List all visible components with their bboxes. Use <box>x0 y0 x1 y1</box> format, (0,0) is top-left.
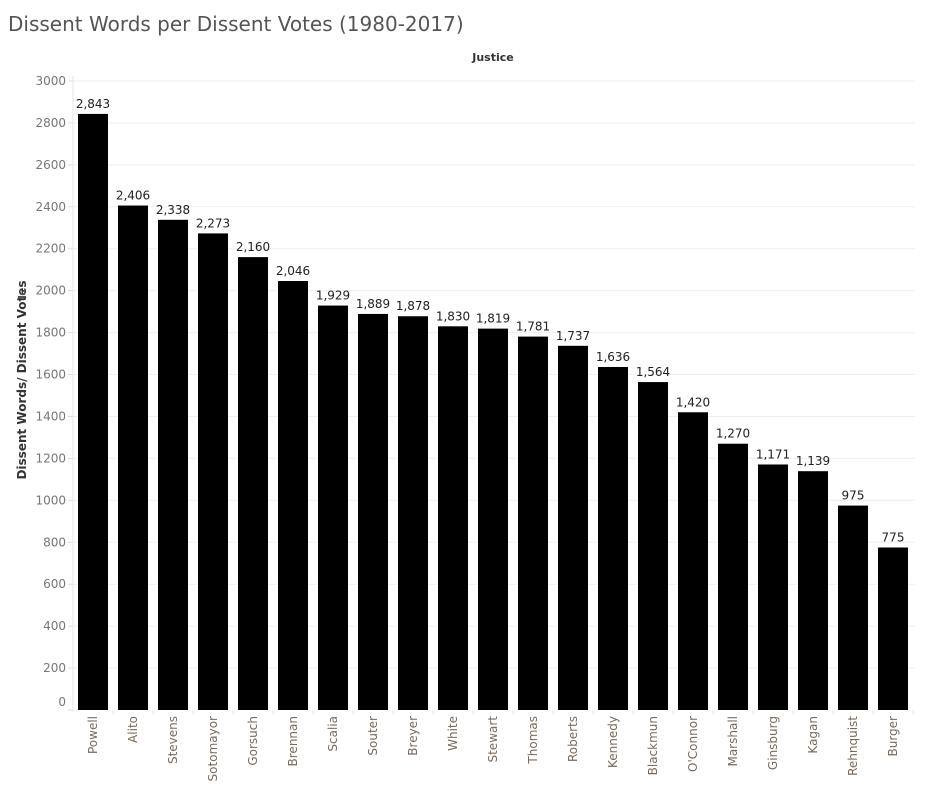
x-tick-label: Burger <box>886 716 900 757</box>
data-label: 1,819 <box>476 312 510 326</box>
y-tick-label: 0 <box>58 695 66 709</box>
data-label: 1,889 <box>356 297 390 311</box>
x-tick-label: Kagan <box>806 716 820 754</box>
x-tick-label: Ginsburg <box>766 716 780 770</box>
x-tick-label: Kennedy <box>606 716 620 768</box>
x-tick-label: Powell <box>86 716 100 754</box>
x-tick-label: O'Connor <box>686 716 700 772</box>
y-axis-title: Dissent Words/ Dissent Votes <box>15 280 29 479</box>
data-label: 1,420 <box>676 395 710 409</box>
data-label: 775 <box>882 531 905 545</box>
x-tick-label: White <box>446 716 460 751</box>
x-tick-label: Marshall <box>726 716 740 767</box>
bar-brennan[interactable] <box>278 281 308 710</box>
bar-blackmun[interactable] <box>638 382 668 710</box>
bar-ginsburg[interactable] <box>758 464 788 710</box>
y-tick-label: 1400 <box>35 409 66 423</box>
y-tick-label: 1000 <box>35 493 66 507</box>
data-label: 1,270 <box>716 427 750 441</box>
x-tick-label: Stewart <box>486 716 500 763</box>
y-tick-label: 1800 <box>35 326 66 340</box>
bar-roberts[interactable] <box>558 345 588 710</box>
y-tick-label: 2400 <box>35 200 66 214</box>
data-label: 1,564 <box>636 365 670 379</box>
bar-rehnquist[interactable] <box>838 505 868 710</box>
bar-oconnor[interactable] <box>678 412 708 710</box>
bar-thomas[interactable] <box>518 336 548 710</box>
data-label: 1,737 <box>556 329 590 343</box>
x-tick-label: Gorsuch <box>246 716 260 766</box>
y-tick-label: 2800 <box>35 116 66 130</box>
x-tick-label: Rehnquist <box>846 716 860 776</box>
data-label: 2,046 <box>276 264 310 278</box>
data-label: 2,338 <box>156 203 190 217</box>
column-header: Justice <box>471 51 513 64</box>
bar-marshall[interactable] <box>718 443 748 710</box>
bar-sotomayor[interactable] <box>198 233 228 710</box>
x-tick-label: Brennan <box>286 716 300 766</box>
x-tick-label: Thomas <box>526 716 540 765</box>
data-label: 2,273 <box>196 216 230 230</box>
data-label: 1,929 <box>316 289 350 303</box>
data-label: 1,878 <box>396 299 430 313</box>
bar-stewart[interactable] <box>478 328 508 710</box>
x-tick-label: Scalia <box>326 716 340 752</box>
y-tick-label: 1200 <box>35 451 66 465</box>
x-tick-label: Stevens <box>166 716 180 764</box>
data-label: 1,636 <box>596 350 630 364</box>
sort-icon[interactable] <box>18 290 25 298</box>
chart-title: Dissent Words per Dissent Votes (1980-20… <box>8 12 464 36</box>
y-tick-label: 800 <box>43 535 66 549</box>
data-label: 1,781 <box>516 320 550 334</box>
x-tick-label: Blackmun <box>646 716 660 775</box>
x-tick-label: Alito <box>126 716 140 743</box>
data-label: 1,139 <box>796 454 830 468</box>
y-tick-label: 1600 <box>35 368 66 382</box>
y-tick-label: 2600 <box>35 158 66 172</box>
bar-powell[interactable] <box>78 113 108 710</box>
x-tick-label: Sotomayor <box>206 716 220 781</box>
y-tick-label: 3000 <box>35 74 66 88</box>
x-tick-label: Roberts <box>566 716 580 762</box>
bar-souter[interactable] <box>358 313 388 710</box>
data-label: 2,160 <box>236 240 270 254</box>
y-tick-label: 2000 <box>35 284 66 298</box>
data-label: 1,171 <box>756 447 790 461</box>
bar-stevens[interactable] <box>158 219 188 711</box>
x-tick-label: Breyer <box>406 716 420 756</box>
y-tick-label: 2200 <box>35 242 66 256</box>
data-label: 2,843 <box>76 97 110 111</box>
data-label: 2,406 <box>116 189 150 203</box>
x-tick-label: Souter <box>366 716 380 756</box>
data-label: 975 <box>842 489 865 503</box>
bar-kagan[interactable] <box>798 471 828 710</box>
bar-breyer[interactable] <box>398 316 428 710</box>
bar-kennedy[interactable] <box>598 366 628 710</box>
y-tick-label: 400 <box>43 619 66 633</box>
bar-alito[interactable] <box>118 205 148 711</box>
bar-burger[interactable] <box>878 547 908 710</box>
bar-gorsuch[interactable] <box>238 257 268 710</box>
y-tick-label: 200 <box>43 661 66 675</box>
y-tick-label: 600 <box>43 577 66 591</box>
bar-white[interactable] <box>438 326 468 710</box>
bar-scalia[interactable] <box>318 305 348 710</box>
data-label: 1,830 <box>436 309 470 323</box>
